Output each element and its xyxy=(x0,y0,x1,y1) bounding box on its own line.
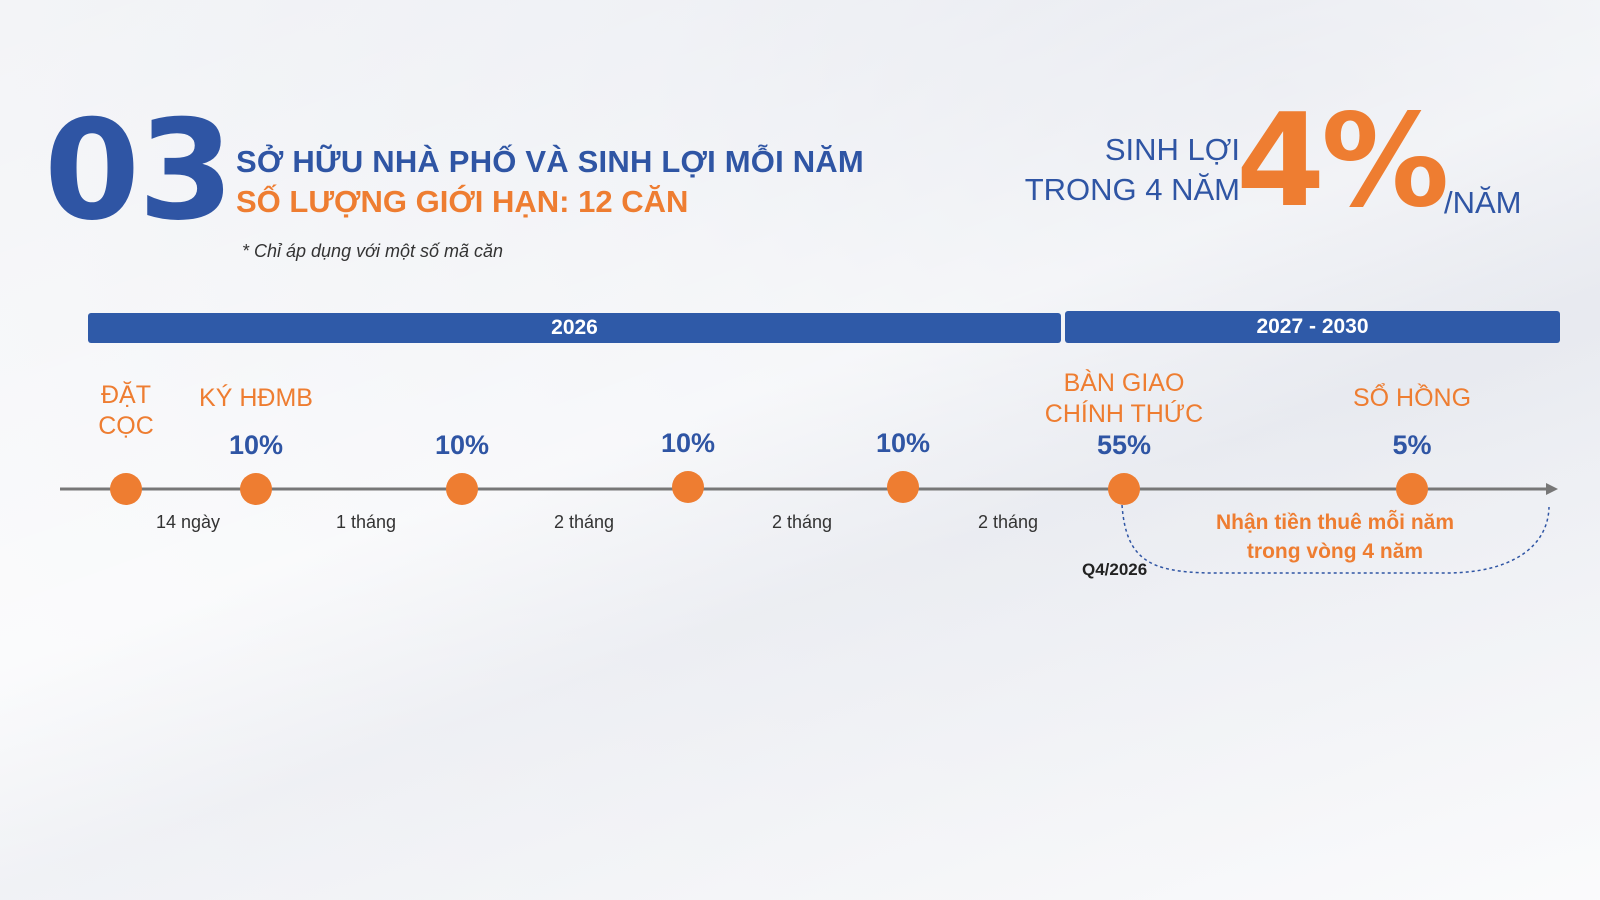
yield-value: 4% xyxy=(1236,87,1449,236)
interval-label: 2 tháng xyxy=(553,512,615,532)
milestone-dot-payment-2 xyxy=(446,473,478,505)
footnote: * Chỉ áp dụng với một số mã căn xyxy=(242,241,504,261)
interval-label: 14 ngày xyxy=(155,512,221,532)
milestone-dot-deposit xyxy=(110,473,142,505)
period-bar-2027-2030: 2027 - 2030 xyxy=(1065,311,1560,343)
milestone-percent-payment-2: 10% xyxy=(434,430,490,460)
milestone-label-pink-book: SỔ HỒNG xyxy=(1352,384,1472,412)
milestone-dot-contract xyxy=(240,473,272,505)
section-title: SỞ HỮU NHÀ PHỐ VÀ SINH LỢI MỖI NĂM xyxy=(236,144,864,179)
milestone-dot-payment-3 xyxy=(672,471,704,503)
milestone-label-deposit-line2: CỌC xyxy=(98,412,154,441)
milestone-label-handover-line2: CHÍNH THỨC xyxy=(1044,400,1204,429)
rent-note-line1: Nhận tiền thuê mỗi năm xyxy=(1215,511,1454,534)
yield-label-line2: TRONG 4 NĂM xyxy=(1024,172,1240,207)
milestone-dot-handover xyxy=(1108,473,1140,505)
interval-label: 1 tháng xyxy=(335,512,397,532)
milestone-percent-payment-3: 10% xyxy=(660,428,716,458)
rent-note-line2: trong vòng 4 năm xyxy=(1246,540,1424,564)
milestone-label-handover: BÀN GIAO CHÍNH THỨC xyxy=(1024,368,1224,431)
milestone-percent-contract: 10% xyxy=(228,430,284,460)
timeline-arrow-icon xyxy=(1546,483,1558,495)
milestone-percent-handover: 55% xyxy=(1096,430,1152,460)
handover-date: Q4/2026 xyxy=(1082,560,1148,579)
rent-period-bracket xyxy=(1121,504,1550,574)
milestone-label-handover-line1: BÀN GIAO xyxy=(1063,369,1185,397)
milestone-dot-pink-book xyxy=(1396,473,1428,505)
milestone-percent-pink-book: 5% xyxy=(1392,430,1432,460)
interval-label: 2 tháng xyxy=(977,512,1039,532)
milestone-label-deposit-line1: ĐẶT xyxy=(101,381,151,409)
yield-label-line1: SINH LỢI xyxy=(1104,132,1240,167)
section-subtitle: SỐ LƯỢNG GIỚI HẠN: 12 CĂN xyxy=(236,184,689,219)
milestone-label-deposit: ĐẶT CỌC xyxy=(86,380,166,443)
section-number: 03 xyxy=(44,90,234,251)
milestone-label-contract: KÝ HĐMB xyxy=(199,384,313,412)
milestone-percent-payment-4: 10% xyxy=(875,428,931,458)
yield-unit: /NĂM xyxy=(1444,185,1522,220)
milestone-dot-payment-4 xyxy=(887,471,919,503)
interval-label: 2 tháng xyxy=(771,512,833,532)
period-bar-2026: 2026 xyxy=(88,313,1061,343)
rent-note: Nhận tiền thuê mỗi năm trong vòng 4 năm xyxy=(1175,508,1495,567)
